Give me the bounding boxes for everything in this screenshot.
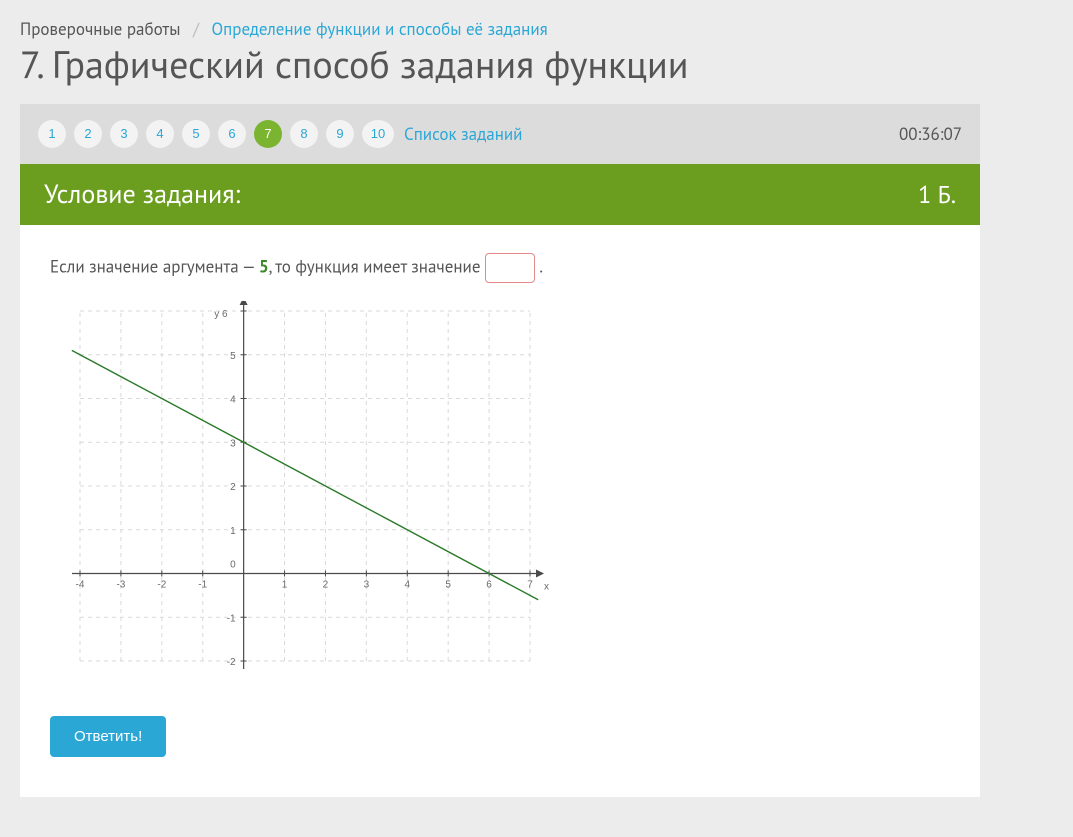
task-button-1[interactable]: 1	[38, 120, 66, 148]
svg-text:5: 5	[230, 351, 236, 362]
condition-label: Условие задания:	[44, 178, 240, 211]
task-button-8[interactable]: 8	[290, 120, 318, 148]
svg-text:1: 1	[282, 579, 288, 590]
breadcrumb-link[interactable]: Определение функции и способы её задания	[212, 18, 548, 40]
task-points: 1 Б.	[918, 179, 956, 210]
task-button-2[interactable]: 2	[74, 120, 102, 148]
task-body: Если значение аргумента — 5, то функция …	[20, 225, 980, 797]
task-button-5[interactable]: 5	[182, 120, 210, 148]
svg-text:-2: -2	[227, 657, 236, 668]
timer: 00:36:07	[899, 123, 962, 145]
task-button-4[interactable]: 4	[146, 120, 174, 148]
task-nav-bar: 123456789 10 Список заданий 00:36:07	[20, 104, 980, 164]
argument-value: 5	[259, 255, 269, 277]
submit-button[interactable]: Ответить!	[50, 716, 166, 757]
question-suffix: , то функция имеет значение	[269, 255, 485, 277]
svg-text:-1: -1	[227, 613, 236, 624]
task-number-nav: 123456789 10	[38, 120, 394, 148]
svg-text:0: 0	[230, 559, 236, 570]
svg-text:4: 4	[230, 394, 236, 405]
question-end: .	[539, 255, 543, 277]
function-chart: -4 -3 -2 -1 1 2 3 4 5 6 7 -2 -1 1 2 3 4 5 0 x y 6	[50, 301, 950, 686]
svg-text:7: 7	[527, 579, 533, 590]
svg-text:4: 4	[404, 579, 410, 590]
svg-text:2: 2	[323, 579, 329, 590]
svg-text:-1: -1	[198, 579, 207, 590]
task-button-3[interactable]: 3	[110, 120, 138, 148]
question-text: Если значение аргумента — 5, то функция …	[50, 253, 950, 283]
page-title: 7. Графический способ задания функции	[20, 44, 1053, 86]
task-list-link[interactable]: Список заданий	[404, 123, 522, 145]
svg-text:1: 1	[230, 526, 236, 537]
svg-text:3: 3	[230, 438, 236, 449]
svg-text:3: 3	[364, 579, 370, 590]
task-button-6[interactable]: 6	[218, 120, 246, 148]
task-button-10[interactable]: 10	[362, 120, 394, 148]
breadcrumb-root: Проверочные работы	[20, 18, 180, 40]
svg-text:-2: -2	[157, 579, 166, 590]
svg-text:6: 6	[486, 579, 492, 590]
task-button-9[interactable]: 9	[326, 120, 354, 148]
breadcrumb-separator: /	[193, 18, 199, 40]
svg-text:-3: -3	[116, 579, 125, 590]
breadcrumb: Проверочные работы / Определение функции…	[20, 18, 1053, 40]
question-prefix: Если значение аргумента —	[50, 255, 259, 277]
condition-bar: Условие задания: 1 Б.	[20, 164, 980, 225]
task-panel: 12345678910 Список заданий 00:36:07 Усло…	[20, 104, 980, 797]
task-button-7[interactable]: 7	[254, 120, 282, 148]
chart-svg: -4 -3 -2 -1 1 2 3 4 5 6 7 -2 -1 1 2 3 4 5 0 x y 6	[50, 301, 550, 681]
svg-text:-4: -4	[76, 579, 85, 590]
svg-text:x: x	[544, 581, 549, 592]
svg-text:2: 2	[230, 482, 236, 493]
svg-text:5: 5	[445, 579, 451, 590]
answer-input[interactable]	[485, 253, 535, 283]
svg-text:y 6: y 6	[214, 309, 228, 320]
